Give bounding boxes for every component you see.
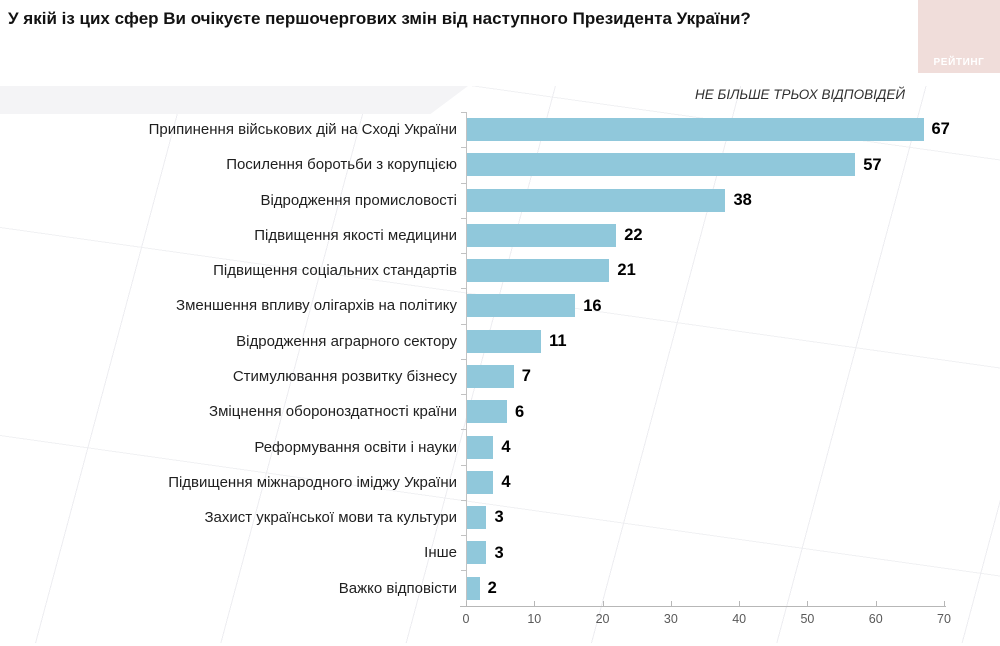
x-tick-mark (944, 601, 945, 606)
category-label: Посилення боротьби з корупцією (226, 156, 457, 174)
x-tick-mark (602, 601, 604, 606)
x-tick-label: 60 (868, 612, 883, 626)
category-label: Зміцнення обороноздатності країни (209, 403, 457, 421)
value-label: 22 (624, 226, 643, 245)
x-tick-label: 70 (937, 612, 951, 626)
bar-track: 3 (461, 499, 1000, 535)
bar-track: 16 (461, 288, 1000, 323)
value-label: 3 (494, 508, 504, 527)
bar-row: Зменшення впливу олігархів на політику 16 (0, 288, 1000, 323)
value-label: 7 (521, 367, 531, 386)
category-label: Захист української мови та культури (204, 509, 457, 527)
bar-track: 67 (461, 112, 1000, 147)
value-label: 11 (549, 331, 567, 350)
x-tick-mark (739, 601, 741, 606)
bar-row: Захист української мови та культури 3 (0, 499, 1000, 535)
value-label: 3 (494, 543, 504, 562)
category-label: Припинення військових дій на Сході Украї… (148, 121, 457, 139)
category-label: Інше (424, 544, 457, 562)
rating-group-logo: РЕЙТИНГ (918, 0, 1000, 73)
x-tick-label: 50 (800, 612, 815, 626)
value-label: 21 (617, 261, 636, 280)
bar-row: Відродження промисловості 38 (0, 182, 1000, 218)
bar (466, 435, 494, 459)
x-axis-line (460, 606, 946, 607)
value-label: 4 (501, 473, 511, 492)
bar (466, 400, 507, 424)
x-tick-mark (534, 601, 536, 606)
bar-row: Стимулювання розвитку бізнесу 7 (0, 358, 1000, 394)
category-label: Відродження аграрного сектору (236, 332, 457, 350)
bar-row: Інше 3 (0, 535, 1000, 570)
bar-track: 22 (461, 217, 1000, 253)
x-tick-label: 40 (732, 612, 747, 626)
bar (466, 576, 480, 600)
bar (466, 294, 576, 318)
bar (466, 153, 856, 177)
bar-track: 57 (461, 147, 1000, 182)
bar-row: Припинення військових дій на Сході Украї… (0, 112, 1000, 147)
category-label: Підвищення якості медицини (254, 226, 457, 244)
bar (466, 223, 617, 247)
category-label: Зменшення впливу олігархів на політику (176, 297, 457, 315)
bar-track: 4 (461, 429, 1000, 464)
x-tick-label: 10 (527, 612, 542, 626)
bar-row: Посилення боротьби з корупцією 57 (0, 147, 1000, 182)
bar-track: 3 (461, 535, 1000, 570)
value-label: 16 (583, 296, 602, 315)
page-title: У якій із цих сфер Ви очікуєте першочерг… (8, 9, 751, 28)
bar-track: 7 (461, 358, 1000, 394)
bar-row: Реформування освіти і науки 4 (0, 429, 1000, 464)
bar-track: 38 (461, 182, 1000, 218)
bar-rows: Припинення військових дій на Сході Украї… (0, 112, 1000, 606)
bar-track: 4 (461, 464, 1000, 500)
category-label: Стимулювання розвитку бізнесу (232, 367, 457, 385)
category-label: Відродження промисловості (260, 191, 457, 209)
value-label: 38 (733, 190, 752, 209)
bar-row: Важко відповісти 2 (0, 570, 1000, 605)
x-tick-mark (670, 601, 672, 606)
bar-track: 21 (461, 253, 1000, 288)
x-tick-mark (466, 601, 467, 606)
category-label: Важко відповісти (338, 579, 457, 597)
value-label: 6 (514, 402, 525, 421)
bar-chart: Припинення військових дій на Сході Украї… (0, 112, 1000, 642)
bar (466, 259, 610, 283)
category-label: Підвищення соціальних стандартів (213, 262, 457, 280)
x-tick-label: 0 (462, 612, 470, 626)
bar-track: 11 (461, 323, 1000, 359)
bar-track: 2 (461, 570, 1000, 605)
value-label: 67 (931, 120, 950, 139)
value-label: 2 (487, 578, 497, 597)
x-tick-mark (875, 601, 877, 606)
bar-row: Підвищення соціальних стандартів 21 (0, 253, 1000, 288)
y-axis-line (466, 112, 467, 606)
bar (466, 188, 726, 212)
x-tick-label: 20 (595, 612, 610, 626)
category-label: Реформування освіти і науки (254, 438, 457, 456)
rating-logo-text: РЕЙТИНГ (933, 57, 985, 68)
background-facet (0, 86, 468, 114)
bar-row: Підвищення якості медицини 22 (0, 217, 1000, 253)
bar-row: Підвищення міжнародного іміджу України 4 (0, 464, 1000, 500)
bar (466, 329, 542, 353)
bar (466, 364, 514, 388)
bar-track: 6 (461, 394, 1000, 429)
x-tick-label: 30 (663, 612, 678, 626)
chart-note: НЕ БІЛЬШЕ ТРЬОХ ВІДПОВІДЕЙ (695, 87, 905, 102)
x-tick-mark (807, 601, 809, 606)
category-label: Підвищення міжнародного іміджу України (168, 473, 457, 491)
background-watermark (0, 86, 1000, 643)
bar-row: Відродження аграрного сектору 11 (0, 323, 1000, 359)
value-label: 4 (501, 437, 511, 456)
bar (466, 506, 487, 530)
x-axis: 0 10 20 30 40 50 60 70 (460, 601, 951, 646)
bar (466, 118, 924, 142)
value-label: 57 (863, 155, 882, 174)
bar (466, 541, 487, 565)
bar (466, 470, 494, 494)
bar-row: Зміцнення обороноздатності країни 6 (0, 394, 1000, 429)
